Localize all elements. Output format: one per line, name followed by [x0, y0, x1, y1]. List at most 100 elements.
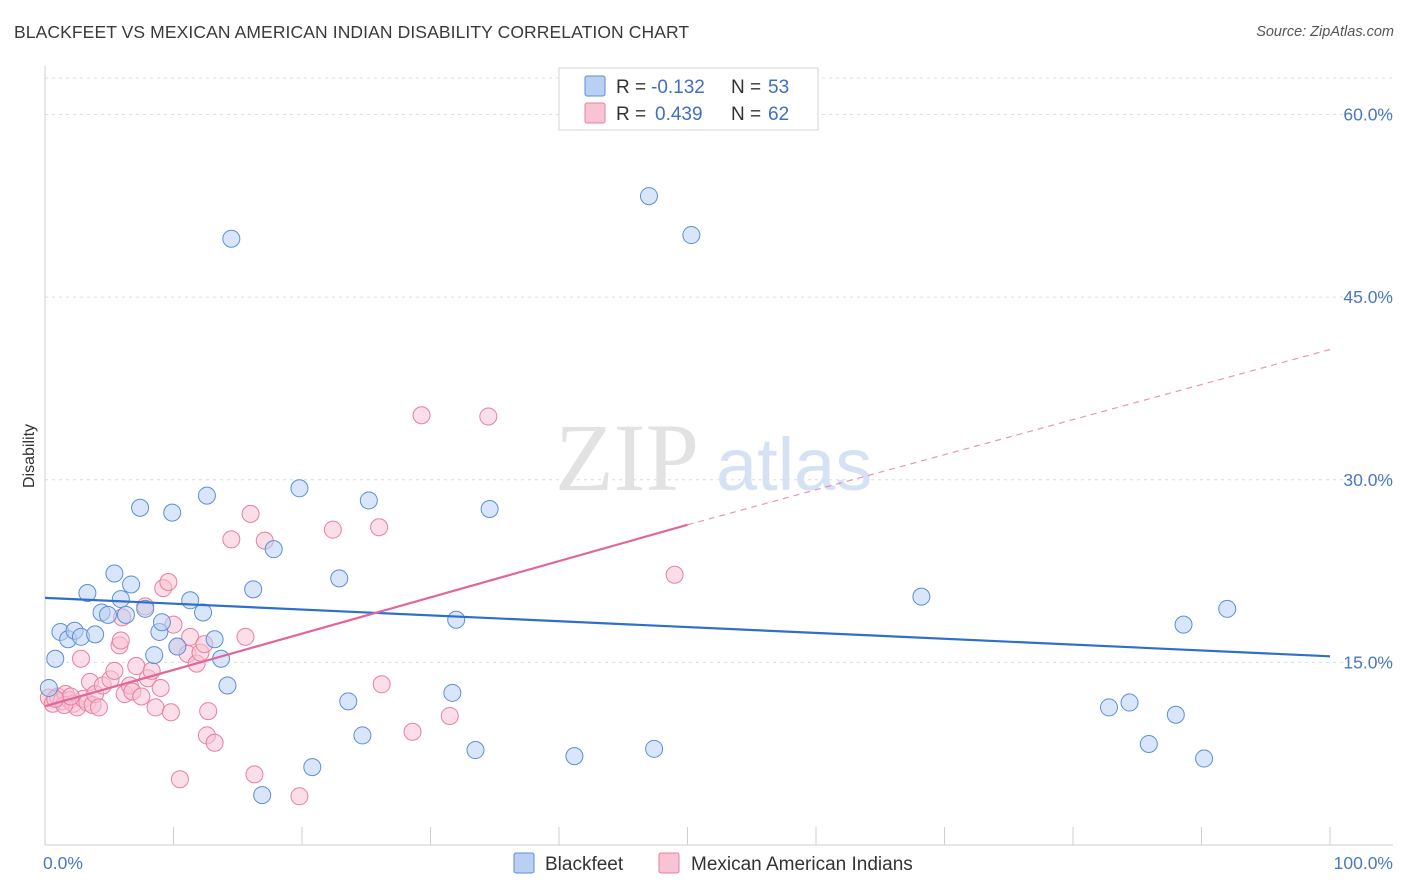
point-blackfeet — [116, 605, 135, 624]
gridlines — [45, 77, 1393, 663]
chart-title: BLACKFEET VS MEXICAN AMERICAN INDIAN DIS… — [14, 22, 690, 42]
point-mexican-american-indians — [241, 504, 260, 523]
point-blackfeet — [447, 610, 466, 629]
point-blackfeet — [105, 564, 124, 583]
point-mexican-american-indians — [222, 530, 241, 549]
legend-swatch-mexican-american-indians — [584, 102, 606, 124]
point-blackfeet — [39, 678, 58, 697]
point-mexican-american-indians — [199, 702, 218, 721]
y-tick-label: 30.0% — [1343, 470, 1393, 490]
legend-r-value-2: 0.439 — [655, 104, 703, 125]
top-legend: R = -0.132 N = 53 R = 0.439 N = 62 — [558, 67, 819, 131]
legend-swatch-blackfeet — [584, 75, 606, 97]
point-blackfeet — [1139, 734, 1158, 753]
point-blackfeet — [197, 486, 216, 505]
watermark: ZIP atlas — [555, 404, 872, 511]
point-mexican-american-indians — [181, 627, 200, 646]
point-mexican-american-indians — [111, 631, 130, 650]
point-blackfeet — [330, 569, 349, 588]
point-blackfeet — [244, 580, 263, 599]
source-credit: Source: ZipAtlas.com — [1256, 24, 1394, 40]
point-blackfeet — [152, 613, 171, 632]
point-blackfeet — [353, 726, 372, 745]
point-blackfeet — [122, 575, 141, 594]
point-blackfeet — [218, 676, 237, 695]
point-blackfeet — [339, 692, 358, 711]
point-mexican-american-indians — [412, 406, 431, 425]
y-tick-label: 15.0% — [1343, 652, 1393, 672]
point-mexican-american-indians — [372, 675, 391, 694]
legend-r-value-1: -0.132 — [651, 77, 705, 98]
series-mexican-american-indians — [39, 406, 684, 806]
point-blackfeet — [1099, 698, 1118, 717]
point-blackfeet — [181, 591, 200, 610]
point-blackfeet — [645, 739, 664, 758]
point-mexican-american-indians — [323, 520, 342, 539]
point-blackfeet — [163, 503, 182, 522]
point-blackfeet — [1174, 615, 1193, 634]
point-mexican-american-indians — [161, 703, 180, 722]
trend-line-blackfeet — [44, 596, 1331, 658]
tick-labels: 15.0% 30.0% 45.0% 60.0% 0.0% 100.0% — [43, 105, 1393, 873]
y-tick-label: 45.0% — [1343, 287, 1393, 307]
point-blackfeet — [136, 599, 155, 618]
point-blackfeet — [253, 786, 272, 805]
point-blackfeet — [639, 187, 658, 206]
point-mexican-american-indians — [290, 787, 309, 806]
point-blackfeet — [264, 540, 283, 559]
point-mexican-american-indians — [479, 407, 498, 426]
point-blackfeet — [303, 758, 322, 777]
legend-n-label-1: N = — [731, 77, 761, 98]
point-mexican-american-indians — [245, 765, 264, 784]
point-mexican-american-indians — [236, 627, 255, 646]
point-blackfeet — [205, 630, 224, 649]
x-tick-label-min: 0.0% — [43, 853, 83, 873]
point-blackfeet — [222, 229, 241, 248]
x-tick-label-max: 100.0% — [1334, 853, 1393, 873]
point-blackfeet — [1195, 749, 1214, 768]
point-mexican-american-indians — [105, 661, 124, 680]
legend-n-value-1: 53 — [768, 77, 789, 98]
point-mexican-american-indians — [151, 678, 170, 697]
point-mexican-american-indians — [440, 706, 459, 725]
watermark-atlas: atlas — [716, 423, 872, 506]
point-blackfeet — [78, 583, 97, 602]
point-mexican-american-indians — [89, 698, 108, 717]
point-blackfeet — [443, 683, 462, 702]
legend-n-value-2: 62 — [768, 104, 789, 125]
point-mexican-american-indians — [403, 722, 422, 741]
legend-r-label-1: R = — [616, 77, 646, 98]
point-mexican-american-indians — [370, 518, 389, 537]
y-axis-label: Disability — [21, 424, 38, 488]
watermark-zip: ZIP — [555, 404, 699, 511]
point-blackfeet — [912, 587, 931, 606]
bottom-legend-label-blackfeet: Blackfeet — [545, 854, 624, 875]
point-blackfeet — [290, 479, 309, 498]
point-mexican-american-indians — [132, 687, 151, 706]
point-blackfeet — [359, 491, 378, 510]
point-blackfeet — [682, 226, 701, 245]
axes — [44, 66, 1393, 846]
legend-n-label-2: N = — [731, 104, 761, 125]
point-mexican-american-indians — [665, 565, 684, 584]
point-mexican-american-indians — [146, 698, 165, 717]
point-blackfeet — [168, 637, 187, 656]
point-blackfeet — [86, 625, 105, 644]
legend-r-label-2: R = — [616, 104, 646, 125]
series-blackfeet — [39, 187, 1237, 805]
point-blackfeet — [194, 603, 213, 622]
bottom-legend-swatch-blackfeet — [513, 852, 535, 874]
point-blackfeet — [1166, 705, 1185, 724]
trend-line-mexican-american-indians-extension — [687, 348, 1331, 526]
bottom-legend: Blackfeet Mexican American Indians — [513, 852, 913, 875]
bottom-legend-swatch-mexican-american-indians — [658, 852, 680, 874]
point-blackfeet — [1120, 693, 1139, 712]
point-blackfeet — [480, 499, 499, 518]
point-mexican-american-indians — [159, 573, 178, 592]
point-blackfeet — [565, 747, 584, 766]
point-blackfeet — [111, 590, 130, 609]
bottom-legend-label-mexican-american-indians: Mexican American Indians — [691, 854, 913, 875]
point-blackfeet — [98, 605, 117, 624]
point-blackfeet — [466, 741, 485, 760]
